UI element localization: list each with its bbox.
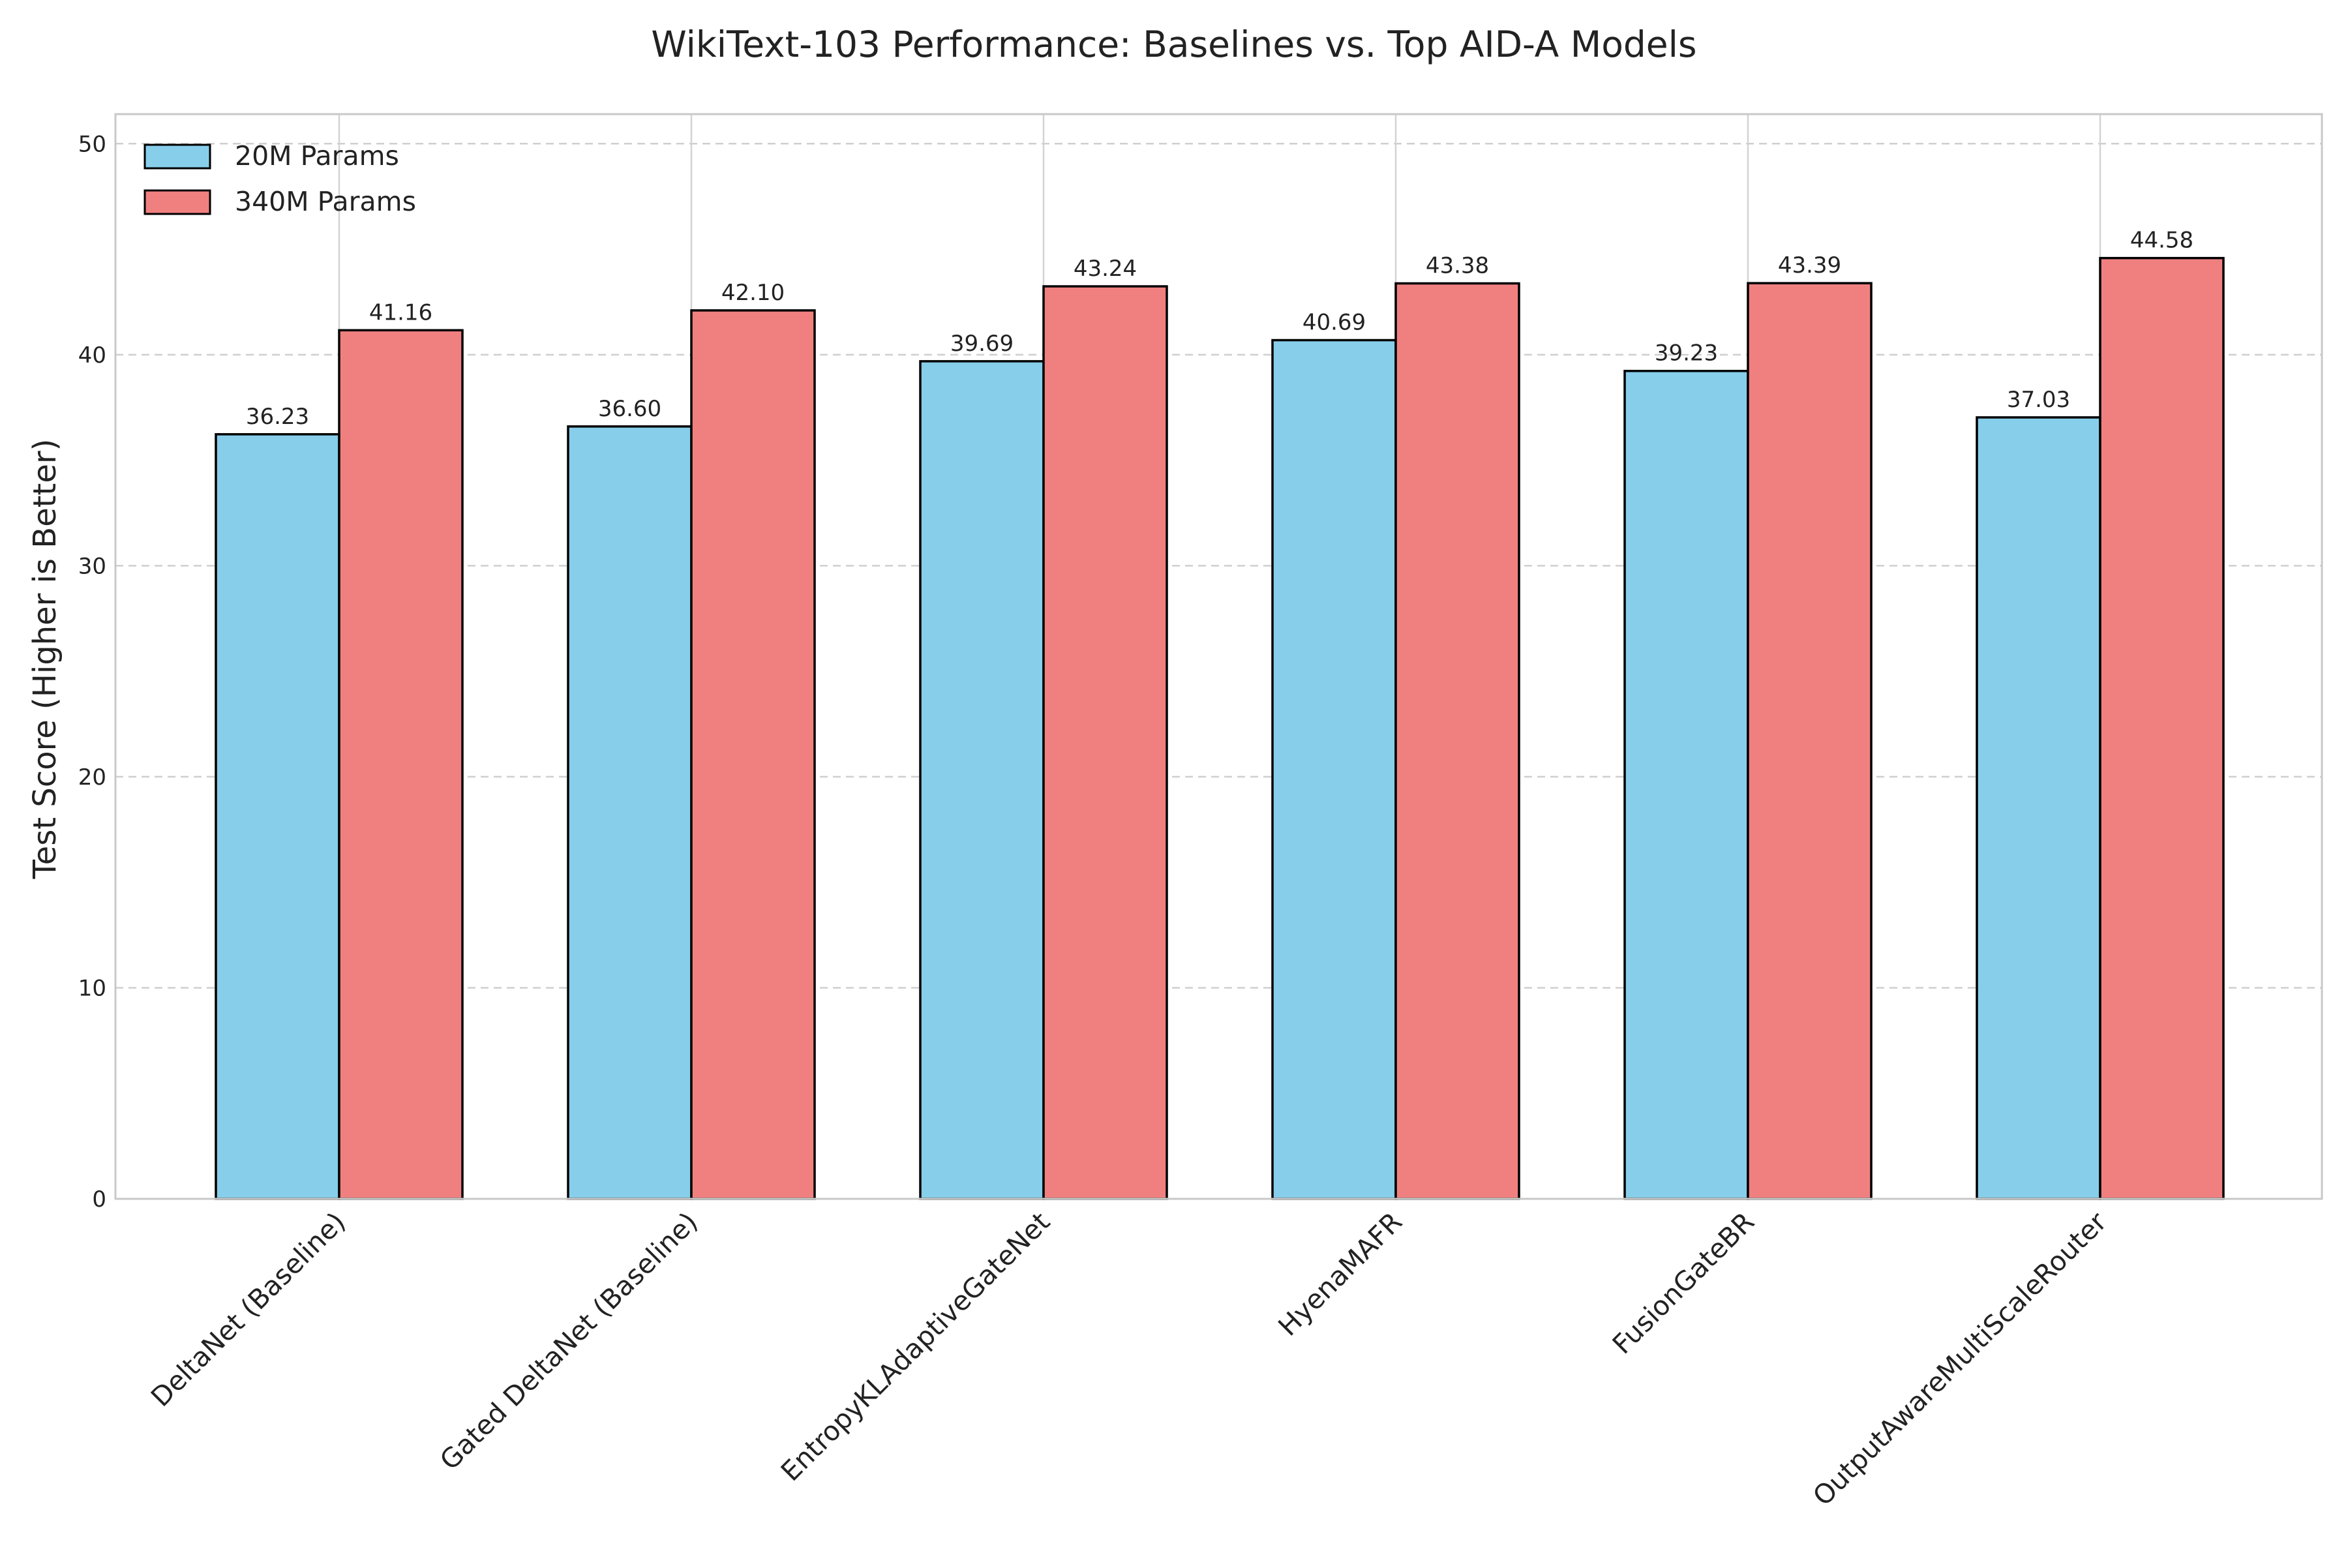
y-axis-label: Test Score (Higher is Better): [27, 439, 63, 880]
y-tick-label: 30: [78, 553, 106, 579]
bars-layer: [215, 256, 2225, 1200]
x-tick-label: Gated DeltaNet (Baseline): [434, 1206, 704, 1476]
bar: [1042, 285, 1168, 1200]
bar-value-label: 43.39: [1778, 252, 1841, 279]
x-tick-label: DeltaNet (Baseline): [145, 1206, 352, 1413]
bar-value-label: 41.16: [369, 299, 432, 325]
bar: [2099, 256, 2225, 1200]
bar: [919, 360, 1045, 1200]
bar-value-label: 39.69: [950, 331, 1014, 357]
bar: [215, 433, 340, 1200]
legend-label: 20M Params: [235, 140, 399, 172]
legend-label: 340M Params: [235, 186, 416, 217]
bar-value-label: 39.23: [1655, 340, 1718, 367]
bar-value-label: 44.58: [2130, 228, 2193, 254]
bar-value-label: 36.60: [598, 396, 661, 422]
x-tick-label: HyenaMAFR: [1272, 1206, 1409, 1342]
plot-frame: [114, 113, 2323, 1200]
y-tick-label: 20: [78, 764, 106, 791]
bar: [1976, 416, 2101, 1200]
y-tick-label: 0: [92, 1186, 106, 1213]
bar-value-label: 43.24: [1074, 256, 1137, 282]
legend-swatch: [143, 189, 211, 215]
bar-value-label: 37.03: [2007, 387, 2070, 413]
legend-swatch: [143, 143, 211, 170]
plot-border: [114, 113, 2323, 1200]
x-tick-label: FusionGateBR: [1606, 1206, 1760, 1360]
chart-title: WikiText-103 Performance: Baselines vs. …: [651, 23, 1696, 65]
legend: 20M Params 340M Params: [143, 140, 416, 217]
bar: [1747, 282, 1873, 1200]
x-tick-label: OutputAwareMultiScaleRouter: [1807, 1206, 2113, 1512]
bar: [567, 425, 693, 1200]
bar-value-label: 36.23: [246, 404, 309, 430]
bar: [338, 329, 464, 1200]
y-tick-label: 10: [78, 975, 106, 1001]
y-tick-label: 50: [78, 131, 106, 157]
bar: [690, 309, 816, 1200]
bar: [1271, 339, 1397, 1200]
bar: [1623, 369, 1749, 1200]
bar-labels-layer: 36.23 41.16 36.60 42.10 39.69 43.24 40.69 43.38…: [246, 228, 2193, 430]
bar: [1394, 282, 1520, 1200]
bar-value-label: 43.38: [1426, 252, 1489, 279]
x-tick-label: EntropyKLAdaptiveGateNet: [775, 1206, 1056, 1487]
bar-value-label: 40.69: [1302, 310, 1366, 336]
bar-value-label: 42.10: [721, 280, 785, 306]
y-tick-label: 40: [78, 342, 106, 369]
